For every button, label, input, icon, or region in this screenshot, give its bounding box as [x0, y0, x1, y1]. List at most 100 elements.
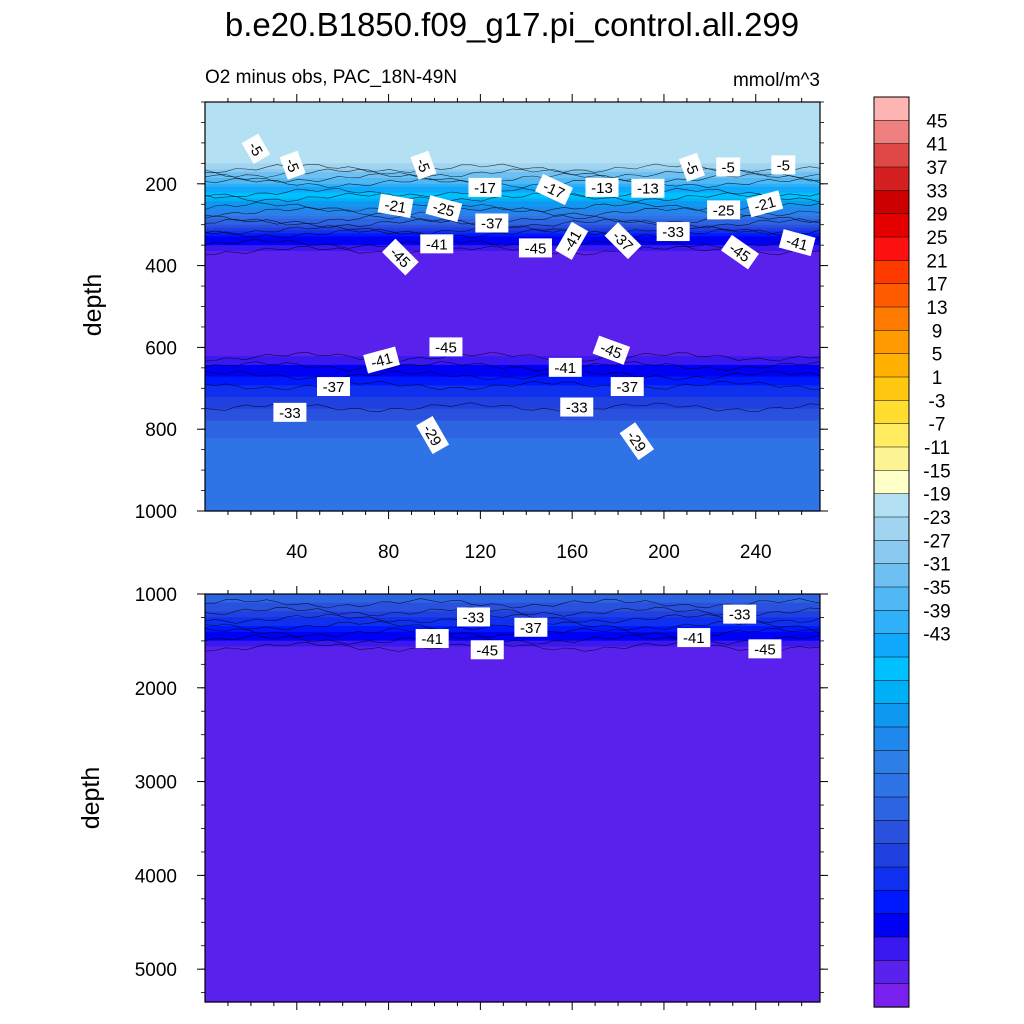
contour-label-text: -13 — [637, 181, 659, 198]
panel2-band — [205, 923, 820, 927]
panel1-band — [205, 175, 820, 179]
panel1-band — [205, 166, 820, 170]
panel1-band — [205, 145, 820, 150]
panel2-contour-line — [204, 641, 821, 652]
panel1-band — [205, 426, 820, 430]
panel1-band — [205, 280, 820, 284]
colorbar-label: 45 — [926, 111, 947, 132]
panel2-band — [205, 757, 820, 761]
panel1-band — [205, 347, 820, 351]
x-tick-label: 200 — [648, 542, 680, 563]
panel2-band — [205, 771, 820, 776]
panel2-band — [205, 926, 820, 930]
y-tick-label: 200 — [145, 175, 177, 196]
colorbar-label: -11 — [924, 438, 950, 459]
panel1-band — [205, 218, 820, 223]
panel2-band — [205, 815, 820, 819]
panel2-band — [205, 934, 820, 939]
colorbar-box — [873, 516, 910, 541]
panel2-contour-line — [204, 620, 821, 631]
contour-label: -33 — [273, 402, 307, 422]
panel1-band — [205, 394, 820, 398]
contour-label-text: -33 — [662, 224, 684, 241]
panel2-band — [205, 666, 820, 671]
panel2-band — [205, 739, 820, 744]
panel1-band — [205, 461, 820, 465]
panel1-band — [205, 332, 820, 337]
panel1-band — [205, 385, 820, 389]
panel2-band — [205, 841, 820, 846]
panel1-band — [205, 440, 820, 445]
panel1-band — [205, 119, 820, 124]
y-tick-label: 4000 — [135, 866, 177, 887]
panel1-band — [205, 172, 820, 176]
x-tick-label: 160 — [556, 542, 588, 563]
x-tick-label: 40 — [286, 542, 307, 563]
panel2-band — [205, 742, 820, 747]
contour-label: -13 — [631, 178, 665, 198]
colorbar-box — [873, 586, 910, 611]
panel1-subtitle-left: O2 minus obs, PAC_18N-49N — [205, 67, 457, 88]
panel1-band — [205, 204, 820, 208]
panel2-band — [205, 710, 820, 715]
contour-label: -33 — [723, 604, 757, 624]
panel1-band — [205, 242, 820, 246]
panel2-band — [205, 620, 820, 624]
panel2-band — [205, 736, 820, 741]
contour-label: -37 — [610, 377, 644, 397]
panel2-band — [205, 751, 820, 755]
contour-label-text: -33 — [566, 400, 588, 417]
panel1-band — [205, 329, 820, 334]
panel1-band — [205, 338, 820, 343]
panel2-band — [205, 902, 820, 907]
panel2-band — [205, 675, 820, 680]
panel2-band — [205, 958, 820, 962]
colorbar-box — [873, 540, 910, 565]
panel1-band — [205, 388, 820, 392]
colorbar-label: -43 — [923, 625, 950, 646]
contour-label: -13 — [585, 177, 619, 197]
panel1-band — [205, 198, 820, 202]
panel1-band — [205, 110, 820, 115]
colorbar-box — [873, 306, 910, 331]
panel2-band — [205, 990, 820, 994]
contour-label-text: -17 — [474, 180, 496, 197]
colorbar-label: 17 — [926, 275, 947, 296]
colorbar-box — [873, 820, 910, 845]
panel1-band — [205, 470, 820, 474]
panel2-band — [205, 792, 820, 796]
colorbar-label: -15 — [923, 461, 950, 482]
panel1-band — [205, 169, 820, 173]
colorbar-label: -31 — [923, 555, 950, 576]
panel2-band — [205, 713, 820, 717]
colorbar-box — [873, 400, 910, 425]
colorbar-label: -19 — [923, 485, 950, 506]
panel2-band — [205, 768, 820, 773]
chart-title: b.e20.B1850.f09_g17.pi_control.all.299 — [225, 6, 799, 43]
panel2-band — [205, 914, 820, 919]
panel2-band — [205, 844, 820, 849]
panel2-band — [205, 783, 820, 787]
panel1-band — [205, 306, 820, 311]
colorbar-box — [873, 726, 910, 751]
y-tick-label: 2000 — [135, 679, 177, 700]
panel1-band — [205, 321, 820, 325]
panel1-band — [205, 341, 820, 346]
panel1-band — [205, 245, 820, 249]
y-tick-label: 1000 — [135, 502, 177, 523]
panel1-contour-line — [204, 228, 821, 239]
contour-label: -21 — [377, 193, 414, 219]
colorbar-box — [873, 936, 910, 961]
panel2-band — [205, 955, 820, 959]
colorbar-box — [873, 773, 910, 798]
panel2-band — [205, 964, 820, 968]
panel1-band — [205, 116, 820, 121]
contour-label-text: -45 — [754, 641, 776, 658]
panel1-band — [205, 487, 820, 492]
panel1-band — [205, 452, 820, 457]
panel2-band — [205, 932, 820, 936]
panel2-band — [205, 800, 820, 805]
panel2-band — [205, 626, 820, 630]
contour-label-text: -45 — [435, 339, 457, 356]
